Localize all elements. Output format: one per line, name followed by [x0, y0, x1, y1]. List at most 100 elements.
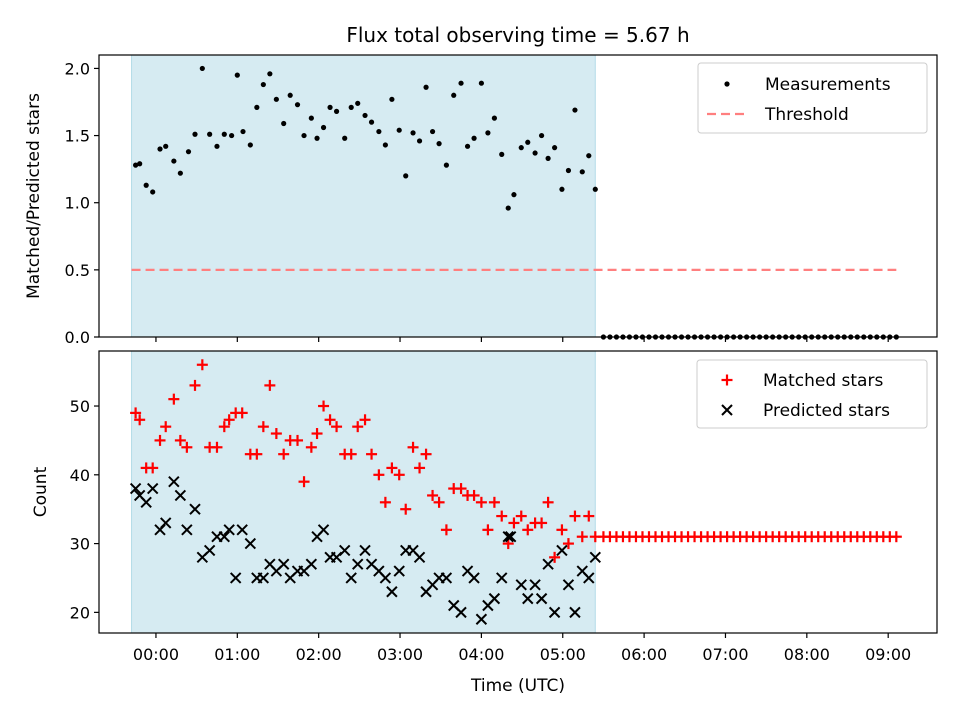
bottom-observing-window [131, 350, 596, 634]
predicted-x-b [556, 544, 568, 557]
measurement-point [171, 158, 177, 164]
matched-star-point [515, 510, 527, 522]
x-tick-label: 00:00 [133, 645, 179, 664]
predicted-star-point [502, 531, 514, 543]
predicted-x-b [129, 482, 142, 495]
measurement-point [199, 65, 205, 72]
matched-star-point [549, 551, 561, 563]
measurement-point [177, 170, 183, 176]
predicted-star-point [468, 572, 480, 584]
matched-star-point [160, 421, 172, 433]
legend-matched-label: Matched stars [763, 371, 883, 391]
matched-star-point [562, 538, 574, 550]
matched-star-point [536, 517, 548, 529]
legend-threshold-label: Threshold [764, 105, 849, 125]
measurement-point [157, 146, 163, 152]
matched-star-point [236, 407, 248, 419]
matched-star-point [189, 379, 201, 391]
predicted-star-point [146, 482, 159, 495]
measurement-point [451, 92, 457, 98]
predicted-x-b [352, 558, 364, 570]
measurement-point [389, 96, 395, 102]
x-tick-label: 04:00 [458, 645, 504, 664]
measurement-point [586, 153, 592, 159]
predicted-x-b [455, 606, 467, 619]
measurement-point [499, 151, 505, 157]
bottom-marks [129, 359, 902, 625]
predicted-x-b [133, 489, 146, 502]
predicted-x-b [277, 558, 290, 570]
measurement-point [471, 135, 477, 141]
predicted-x-b [359, 544, 371, 557]
matched-star-point [427, 489, 439, 501]
matched-star-point [311, 428, 323, 440]
measurement-point [348, 104, 354, 110]
matched-star-point [556, 524, 568, 536]
measurement-point [192, 131, 198, 137]
predicted-x-b [189, 503, 201, 515]
top-y-axis-label: Matched/Predicted stars [24, 93, 44, 299]
bottom-y-axis-label: Count [31, 466, 51, 517]
matched-star-point [174, 434, 186, 446]
predicted-x-b [305, 558, 318, 570]
measurement-point [410, 130, 416, 136]
top-observing-window [131, 54, 596, 338]
predicted-x-b [589, 551, 601, 564]
matched-star-point [475, 496, 487, 508]
measurement-point [143, 182, 149, 188]
predicted-star-point [440, 572, 453, 584]
x-tick-label: 06:00 [621, 645, 667, 664]
matched-star-point [379, 496, 391, 508]
y-tick-label: 40 [70, 466, 90, 485]
matched-star-point [134, 414, 146, 426]
matched-star-point [292, 434, 304, 446]
matched-star-point [278, 448, 290, 460]
predicted-star-point [168, 475, 180, 488]
predicted-x-b [146, 482, 159, 495]
measurement-point [260, 81, 266, 88]
matched-star-point [468, 489, 480, 501]
measurement-point [511, 192, 517, 198]
predicted-star-point [548, 606, 561, 619]
y-tick-label: 20 [70, 603, 90, 622]
predicted-x-b [548, 606, 561, 619]
measurement-point [273, 96, 279, 102]
measurement-point [240, 128, 246, 135]
y-tick-label: 0.5 [65, 261, 90, 280]
matched-star-point [331, 421, 343, 433]
matched-star-point [168, 393, 180, 405]
predicted-star-point [455, 606, 467, 619]
y-tick-label: 2.0 [65, 59, 90, 78]
matched-star-point [366, 448, 378, 460]
matched-star-point [433, 496, 445, 508]
predicted-x-b [140, 496, 152, 509]
predicted-x-b [203, 544, 216, 557]
predicted-x-b [569, 606, 581, 619]
predicted-star-point [569, 606, 581, 619]
top-x-ticks [155, 337, 889, 342]
matched-star-point [393, 469, 405, 481]
predicted-star-point [223, 524, 235, 536]
measurement-point [314, 135, 320, 141]
measurement-point [308, 115, 314, 121]
measurement-point [254, 104, 260, 110]
matched-star-point [407, 441, 419, 453]
predicted-x-b [535, 592, 548, 605]
predicted-x-b [236, 524, 248, 536]
y-tick-label: 30 [70, 535, 90, 554]
legend-frame [696, 359, 928, 429]
predicted-star-point [160, 517, 172, 529]
measurement-point [287, 92, 293, 98]
measurement-point [342, 135, 348, 141]
predicted-x-b [386, 586, 398, 598]
measurement-point [376, 128, 382, 135]
predicted-star-point [379, 572, 392, 584]
measurement-point [532, 150, 538, 156]
x-tick-label: 02:00 [296, 645, 342, 664]
predicted-star-point [413, 551, 426, 564]
measurement-point [234, 72, 240, 78]
predicted-x-b [229, 572, 242, 584]
predicted-star-point [475, 613, 488, 625]
predicted-x-b [218, 531, 231, 543]
matched-star-point [223, 414, 235, 426]
